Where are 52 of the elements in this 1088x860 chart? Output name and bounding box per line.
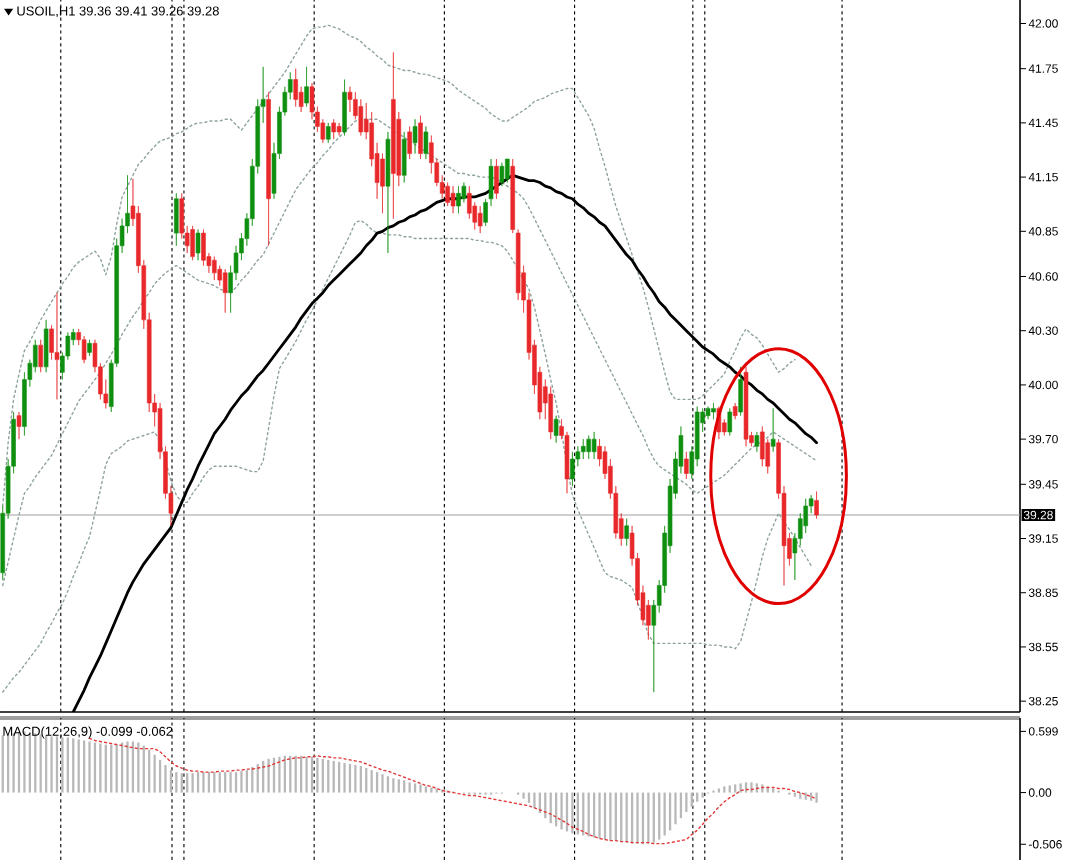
candlestick (358, 99, 364, 136)
candlestick (624, 518, 629, 547)
candlestick (347, 86, 353, 113)
candlestick (87, 339, 92, 357)
candlestick (222, 268, 228, 313)
candlestick (54, 292, 60, 400)
candlestick (711, 402, 716, 420)
candlestick (407, 126, 412, 160)
candlestick (201, 229, 206, 266)
candlestick (456, 185, 461, 214)
candlestick (770, 408, 776, 453)
candlestick (412, 118, 418, 154)
candlestick (212, 256, 217, 281)
candlestick (38, 339, 43, 373)
candlestick (342, 79, 347, 136)
candlestick (81, 335, 87, 364)
candlestick (591, 431, 597, 460)
candlestick (195, 229, 201, 261)
candlestick (174, 193, 179, 247)
candlestick (401, 131, 407, 183)
candlestick (814, 491, 819, 519)
candlestick (445, 182, 450, 207)
candlestick (570, 451, 575, 487)
candlestick (586, 435, 591, 460)
candlestick (331, 118, 336, 140)
candlestick (760, 426, 765, 467)
candlestick (43, 319, 49, 373)
candlestick (418, 115, 423, 160)
candlestick (494, 158, 499, 200)
candlestick (477, 205, 483, 234)
candlestick (738, 366, 743, 416)
candlestick (391, 52, 396, 219)
candlestick (266, 91, 271, 247)
candlestick (581, 438, 586, 460)
candlestick (190, 225, 195, 261)
candlestick (499, 162, 505, 187)
candlestick (548, 386, 553, 440)
candlestick (304, 66, 309, 107)
candlestick (743, 366, 749, 447)
candlestick (684, 451, 689, 480)
candlestick (336, 122, 342, 136)
candlestick (293, 68, 298, 107)
candlestick (423, 126, 429, 160)
candlestick (450, 185, 456, 214)
candlestick (505, 158, 510, 183)
candlestick (385, 131, 391, 254)
candlestick (16, 411, 22, 440)
candlestick (727, 408, 733, 436)
candlestick (553, 415, 559, 444)
candlestick (732, 402, 738, 420)
candlestick (754, 431, 760, 453)
candlestick (326, 122, 331, 144)
